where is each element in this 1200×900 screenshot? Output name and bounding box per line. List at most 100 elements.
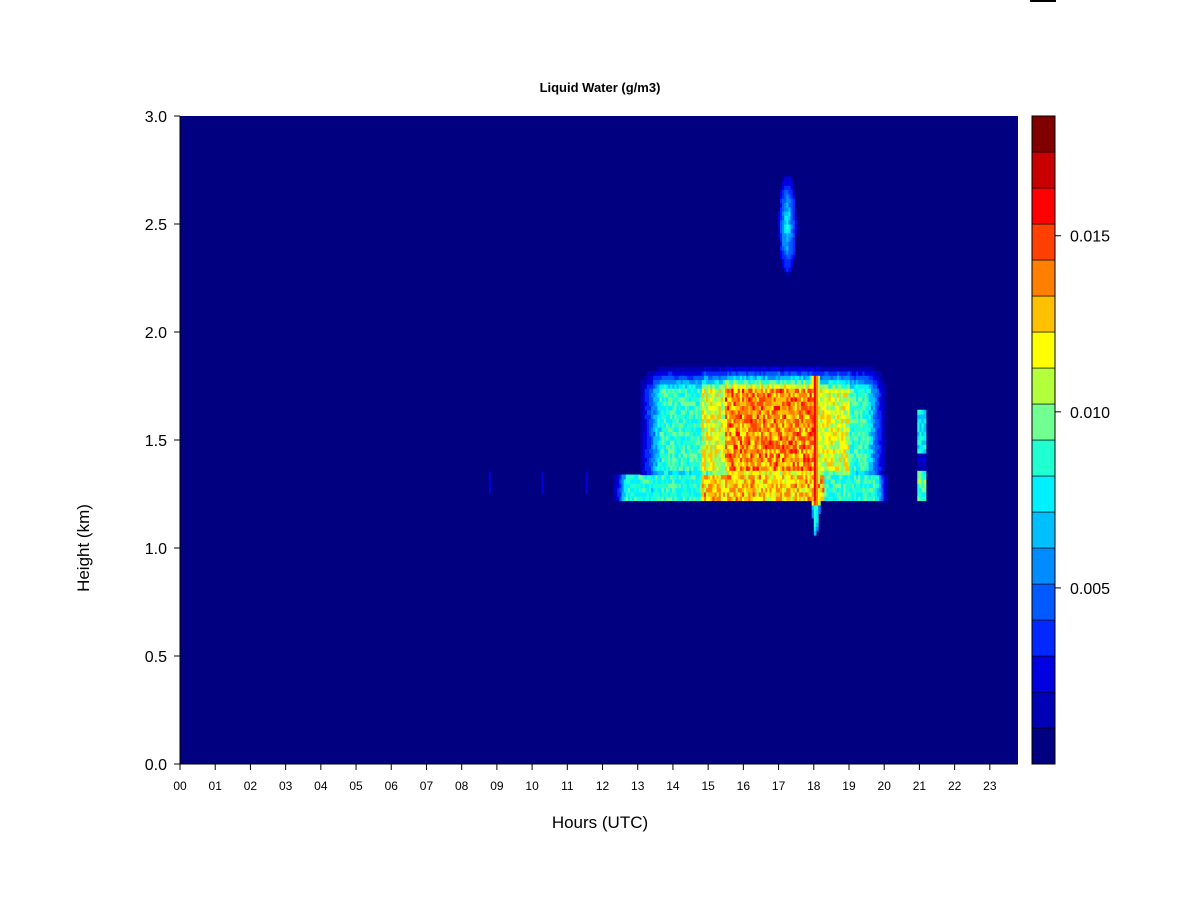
- heatmap-cell: [775, 383, 779, 389]
- heatmap-cell: [837, 383, 840, 389]
- heatmap-cell: [727, 483, 730, 489]
- heatmap-cell: [670, 431, 673, 437]
- heatmap-cell: [779, 422, 783, 428]
- heatmap-cell: [689, 483, 692, 489]
- heatmap-cell: [853, 422, 857, 428]
- heatmap-cell: [640, 405, 644, 411]
- heatmap-cell: [617, 478, 621, 484]
- heatmap-cell: [765, 418, 768, 424]
- heatmap-cell: [877, 379, 880, 385]
- heatmap-cell: [676, 448, 680, 454]
- heatmap-cell: [798, 470, 802, 476]
- heatmap-cell: [731, 370, 735, 376]
- heatmap-cell: [760, 401, 764, 407]
- heatmap-cell: [832, 491, 836, 497]
- heatmap-cell: [777, 496, 781, 502]
- heatmap-cell: [809, 478, 813, 484]
- heatmap-cell: [682, 491, 686, 497]
- heatmap-cell: [775, 478, 779, 484]
- heatmap-cell: [657, 440, 661, 445]
- heatmap-cell: [830, 414, 834, 419]
- heatmap-cell: [701, 487, 705, 493]
- heatmap-cell: [851, 444, 855, 450]
- heatmap-cell: [680, 474, 684, 480]
- heatmap-cell: [801, 375, 804, 381]
- heatmap-cell: [826, 474, 830, 480]
- heatmap-cell: [716, 370, 720, 376]
- heatmap-cell: [875, 422, 878, 428]
- heatmap-cell: [729, 470, 732, 476]
- heatmap-cell: [706, 470, 709, 476]
- heatmap-cell: [729, 474, 732, 480]
- heatmap-cell: [680, 388, 684, 394]
- heatmap-cell: [695, 470, 699, 476]
- heatmap-cell: [746, 414, 749, 419]
- heatmap-cell: [853, 388, 857, 394]
- heatmap-cell: [805, 431, 809, 437]
- heatmap-cell: [796, 401, 800, 407]
- heatmap-cell: [750, 461, 754, 467]
- heatmap-cell: [741, 405, 745, 411]
- heatmap-cell: [680, 375, 684, 381]
- heatmap-cell: [839, 375, 842, 381]
- heatmap-cell: [798, 401, 802, 407]
- heatmap-cell: [818, 435, 821, 441]
- heatmap-cell: [862, 435, 866, 441]
- heatmap-cell: [693, 465, 697, 471]
- heatmap-cell: [765, 427, 768, 432]
- heatmap-cell: [695, 401, 699, 407]
- heatmap-cell: [839, 461, 842, 467]
- heatmap-cell: [782, 444, 785, 450]
- heatmap-cell: [680, 435, 684, 441]
- heatmap-cell: [858, 427, 861, 432]
- heatmap-cell: [847, 474, 851, 480]
- heatmap-cell: [657, 375, 661, 381]
- heatmap-cell: [771, 409, 775, 415]
- heatmap-cell: [642, 392, 646, 398]
- heatmap-cell: [777, 491, 781, 497]
- heatmap-cell: [883, 431, 887, 437]
- heatmap-cell: [824, 457, 828, 463]
- heatmap-cell: [710, 461, 713, 467]
- heatmap-cell: [796, 414, 800, 419]
- heatmap-cell: [866, 405, 870, 411]
- heatmap-cell: [771, 487, 775, 493]
- heatmap-cell: [790, 189, 794, 195]
- heatmap-cell: [649, 392, 652, 398]
- heatmap-cell: [763, 457, 766, 463]
- heatmap-cell: [748, 370, 751, 376]
- heatmap-cell: [703, 383, 707, 389]
- heatmap-cell: [695, 392, 699, 398]
- heatmap-cell: [851, 370, 855, 376]
- heatmap-cell: [725, 409, 728, 415]
- heatmap-cell: [767, 496, 771, 502]
- y-tick-label: 1.5: [145, 433, 167, 450]
- heatmap-cell: [775, 427, 779, 432]
- heatmap-cell: [818, 509, 821, 515]
- heatmap-cell: [773, 435, 777, 441]
- heatmap-cell: [769, 375, 773, 381]
- heatmap-cell: [839, 496, 842, 502]
- heatmap-cell: [716, 379, 720, 385]
- heatmap-cell: [737, 440, 741, 445]
- heatmap-cell: [617, 496, 621, 502]
- heatmap-cell: [860, 461, 863, 467]
- heatmap-cell: [788, 379, 792, 385]
- heatmap-cell: [763, 422, 766, 428]
- heatmap-cell: [720, 435, 724, 441]
- heatmap-cell: [659, 487, 663, 493]
- heatmap-cell: [725, 431, 728, 437]
- heatmap-cell: [792, 370, 796, 376]
- heatmap-cell: [801, 487, 804, 493]
- heatmap-cell: [750, 440, 754, 445]
- heatmap-cell: [674, 461, 678, 467]
- heatmap-cell: [875, 448, 878, 454]
- heatmap-cell: [792, 431, 796, 437]
- heatmap-cell: [815, 522, 819, 527]
- heatmap-cell: [841, 496, 844, 502]
- heatmap-cell: [860, 401, 863, 407]
- heatmap-cell: [701, 457, 705, 463]
- heatmap-cell: [765, 483, 768, 489]
- heatmap-cell: [752, 457, 756, 463]
- heatmap-cell: [706, 483, 709, 489]
